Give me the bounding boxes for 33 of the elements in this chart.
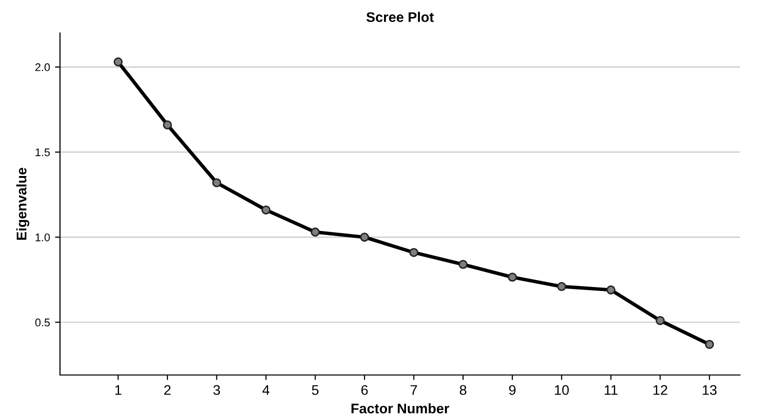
y-tick-label: 2.0 <box>35 63 50 72</box>
point <box>261 205 270 214</box>
x-tick-label: 12 <box>654 385 668 395</box>
point <box>606 285 616 294</box>
x-tick-label: 7 <box>410 385 417 395</box>
point <box>310 228 320 237</box>
point <box>704 340 714 349</box>
x-tick-label: 13 <box>702 385 717 395</box>
x-tick-label: 8 <box>460 385 466 395</box>
point <box>656 316 665 326</box>
x-tick-label: 4 <box>262 385 270 395</box>
x-tick-label: 10 <box>554 385 569 395</box>
x-tick-label: 9 <box>509 385 516 395</box>
x-tick-label: 3 <box>213 385 220 395</box>
point <box>557 282 566 292</box>
x-axis-title: Factor Number <box>352 403 450 414</box>
x-tick-label: 1 <box>115 385 122 395</box>
point <box>162 120 172 130</box>
point <box>114 57 123 66</box>
y-tick-label: 1.5 <box>36 148 50 156</box>
y-axis-title: Eigenvalue <box>16 168 30 240</box>
x-tick-label: 5 <box>312 385 319 395</box>
point <box>360 232 370 242</box>
x-tick-label: 11 <box>604 385 618 395</box>
chart-title: Scree Plot <box>366 12 434 22</box>
x-tick-label: 6 <box>361 385 368 395</box>
x-tick-label: 2 <box>164 385 171 395</box>
point <box>508 272 517 282</box>
y-tick-label: 0.5 <box>35 318 50 326</box>
y-tick-label: 1.0 <box>36 233 50 242</box>
point <box>458 260 468 269</box>
point <box>212 178 222 188</box>
point <box>409 248 418 258</box>
